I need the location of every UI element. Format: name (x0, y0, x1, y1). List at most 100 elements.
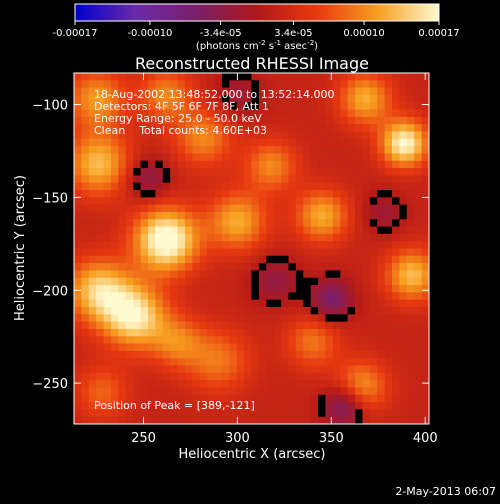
heatmap-cell (110, 153, 119, 162)
heatmap-cell (421, 168, 429, 176)
heatmap-cell (266, 255, 275, 264)
heatmap-cell (177, 197, 186, 206)
heatmap-cell (103, 211, 112, 220)
heatmap-cell (184, 336, 193, 345)
heatmap-cell (347, 131, 356, 140)
heatmap-cell (251, 402, 260, 410)
heatmap-cell (310, 233, 319, 242)
heatmap-cell (273, 343, 282, 352)
heatmap-cell (199, 160, 208, 169)
heatmap-cell (140, 409, 149, 418)
heatmap-cell (177, 270, 186, 279)
heatmap-cell (281, 211, 290, 220)
heatmap-cell (88, 350, 97, 359)
heatmap-cell (251, 168, 260, 176)
heatmap-cell (251, 94, 260, 103)
heatmap-cell (184, 80, 193, 89)
heatmap-cell (177, 87, 186, 96)
heatmap-cell (258, 233, 267, 242)
heatmap-cell (229, 409, 238, 418)
heatmap-cell (103, 241, 112, 250)
heatmap-cell (162, 80, 171, 89)
heatmap-cell (347, 358, 356, 367)
heatmap-cell (214, 255, 223, 264)
heatmap-cell (340, 146, 349, 155)
heatmap-cell (192, 321, 201, 330)
heatmap-cell (103, 372, 112, 381)
heatmap-cell (184, 175, 193, 184)
heatmap-cell (88, 146, 97, 155)
heatmap-cell (184, 328, 193, 337)
heatmap-cell (162, 321, 171, 330)
heatmap-cell (355, 102, 364, 111)
heatmap-cell (229, 241, 238, 250)
heatmap-cell (74, 365, 82, 374)
heatmap-cell (273, 87, 282, 96)
heatmap-cell (184, 190, 193, 198)
heatmap-cell (288, 94, 297, 103)
colorbar-tick-label: -0.00017 (53, 28, 98, 39)
heatmap-cell (251, 138, 260, 147)
heatmap-cell (214, 321, 223, 330)
heatmap-cell (303, 175, 312, 184)
heatmap-cell (199, 343, 208, 352)
heatmap-cell (377, 116, 386, 125)
heatmap-cell (362, 358, 371, 367)
heatmap-cell (96, 336, 105, 345)
heatmap-cell (170, 226, 179, 235)
heatmap-cell (110, 248, 119, 257)
heatmap-cell (332, 190, 341, 198)
heatmap-cell (177, 314, 186, 323)
heatmap-cell (170, 190, 179, 198)
heatmap-cell (258, 94, 267, 103)
heatmap-cell (199, 138, 208, 147)
heatmap-cell (103, 270, 112, 279)
heatmap-cell (162, 270, 171, 279)
heatmap-cell (384, 204, 393, 213)
heatmap-cell (347, 226, 356, 235)
heatmap-cell (162, 153, 171, 162)
heatmap-cell (399, 175, 408, 184)
heatmap-cell (362, 321, 371, 330)
heatmap-cell (184, 131, 193, 140)
heatmap-cell (192, 168, 201, 176)
heatmap-cell (332, 350, 341, 359)
heatmap-cell (236, 175, 245, 184)
heatmap-cell (340, 109, 349, 118)
heatmap-cell (288, 211, 297, 220)
heatmap-cell (140, 219, 149, 228)
heatmap-cell (295, 358, 304, 367)
heatmap-cell (347, 80, 356, 89)
heatmap-cell (421, 402, 429, 410)
heatmap-cell (325, 255, 334, 264)
heatmap-cell (244, 80, 253, 89)
heatmap-cell (221, 358, 230, 367)
heatmap-cell (96, 343, 105, 352)
heatmap-cell (340, 299, 349, 308)
heatmap-cell (118, 358, 127, 367)
heatmap-cell (74, 153, 82, 162)
heatmap-cell (118, 270, 127, 279)
heatmap-cell (74, 248, 82, 257)
heatmap-cell (244, 138, 253, 147)
heatmap-cell (251, 226, 260, 235)
heatmap-cell (207, 358, 216, 367)
heatmap-cell (96, 153, 105, 162)
heatmap-cell (273, 416, 282, 424)
heatmap-cell (236, 211, 245, 220)
heatmap-cell (118, 372, 127, 381)
heatmap-cell (288, 131, 297, 140)
heatmap-cell (118, 387, 127, 396)
heatmap-cell (288, 358, 297, 367)
heatmap-cell (207, 138, 216, 147)
heatmap-cell (369, 175, 378, 184)
heatmap-cell (332, 321, 341, 330)
heatmap-cell (96, 226, 105, 235)
heatmap-cell (110, 307, 119, 315)
heatmap-cell (229, 248, 238, 257)
heatmap-cell (74, 211, 82, 220)
heatmap-cell (303, 124, 312, 133)
heatmap-cell (281, 146, 290, 155)
heatmap-cell (421, 131, 429, 140)
heatmap-cell (362, 241, 371, 250)
